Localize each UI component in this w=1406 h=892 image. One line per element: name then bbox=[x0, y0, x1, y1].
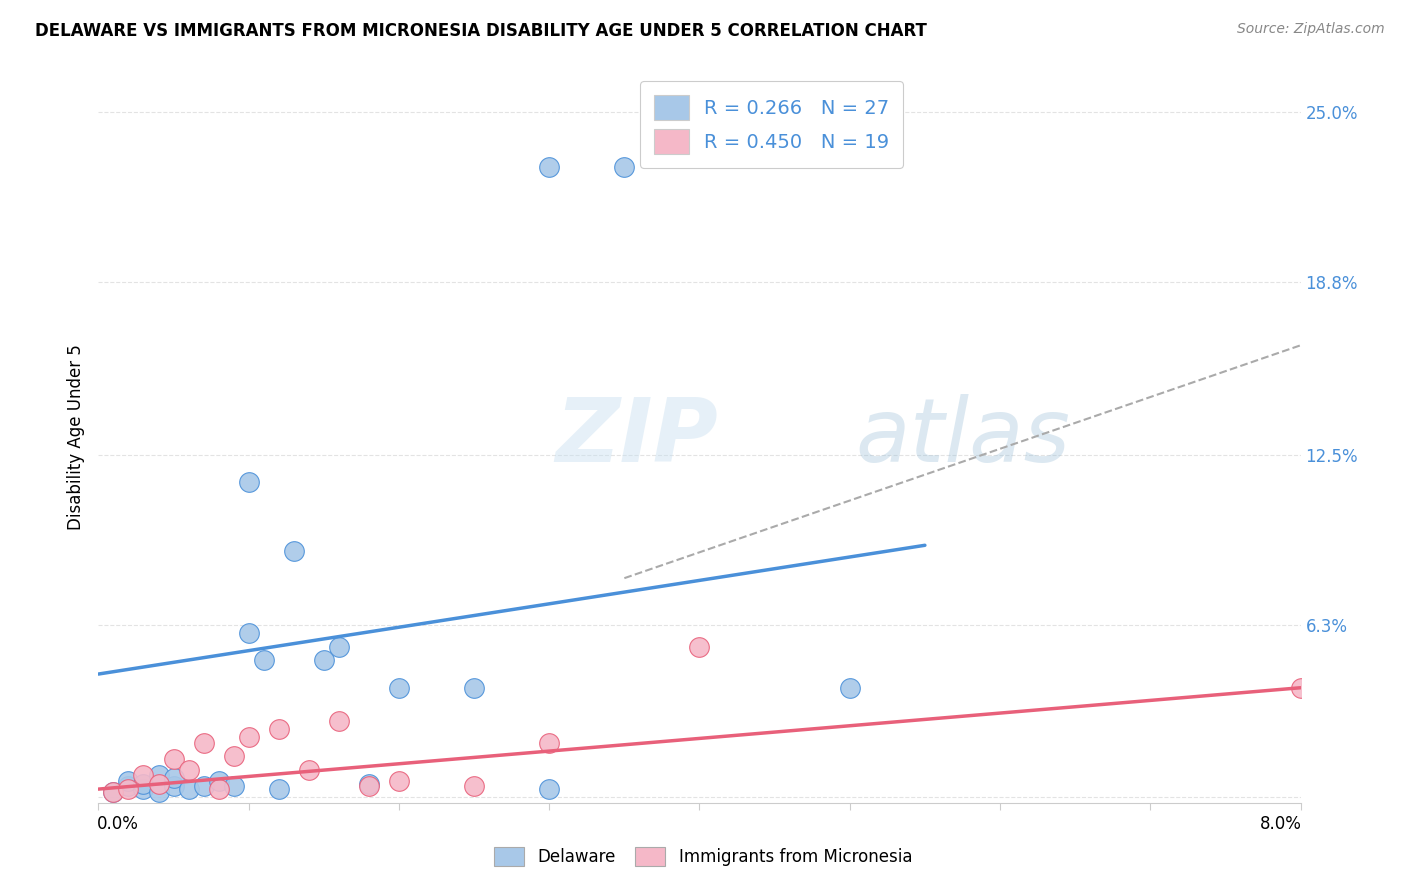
Point bbox=[193, 780, 215, 794]
Point bbox=[162, 752, 184, 766]
Point bbox=[253, 653, 276, 667]
Point bbox=[688, 640, 710, 654]
Point bbox=[463, 780, 485, 794]
Point bbox=[357, 777, 380, 791]
Point bbox=[222, 780, 245, 794]
Text: Source: ZipAtlas.com: Source: ZipAtlas.com bbox=[1237, 22, 1385, 37]
Point bbox=[538, 160, 561, 174]
Point bbox=[463, 681, 485, 695]
Point bbox=[1289, 681, 1312, 695]
Text: 8.0%: 8.0% bbox=[1260, 814, 1302, 832]
Point bbox=[132, 777, 155, 791]
Point bbox=[238, 626, 260, 640]
Point bbox=[267, 722, 290, 736]
Point bbox=[328, 640, 350, 654]
Point bbox=[388, 773, 411, 788]
Point bbox=[162, 780, 184, 794]
Point bbox=[117, 780, 139, 794]
Y-axis label: Disability Age Under 5: Disability Age Under 5 bbox=[66, 344, 84, 530]
Point bbox=[193, 735, 215, 749]
Legend: R = 0.266   N = 27, R = 0.450   N = 19: R = 0.266 N = 27, R = 0.450 N = 19 bbox=[640, 81, 903, 168]
Point bbox=[208, 782, 231, 797]
Point bbox=[132, 782, 155, 797]
Point bbox=[117, 773, 139, 788]
Point bbox=[222, 749, 245, 764]
Point bbox=[103, 785, 125, 799]
Point bbox=[312, 653, 335, 667]
Point bbox=[162, 771, 184, 785]
Point bbox=[148, 777, 170, 791]
Text: DELAWARE VS IMMIGRANTS FROM MICRONESIA DISABILITY AGE UNDER 5 CORRELATION CHART: DELAWARE VS IMMIGRANTS FROM MICRONESIA D… bbox=[35, 22, 927, 40]
Point bbox=[538, 735, 561, 749]
Point bbox=[613, 160, 636, 174]
Legend: Delaware, Immigrants from Micronesia: Delaware, Immigrants from Micronesia bbox=[486, 840, 920, 873]
Point bbox=[283, 543, 305, 558]
Point bbox=[298, 763, 321, 777]
Point bbox=[538, 782, 561, 797]
Point bbox=[267, 782, 290, 797]
Point bbox=[177, 782, 200, 797]
Text: atlas: atlas bbox=[856, 394, 1070, 480]
Point bbox=[388, 681, 411, 695]
Point bbox=[148, 768, 170, 782]
Point bbox=[838, 681, 860, 695]
Text: 0.0%: 0.0% bbox=[97, 814, 139, 832]
Text: ZIP: ZIP bbox=[555, 393, 718, 481]
Point bbox=[208, 773, 231, 788]
Point bbox=[357, 780, 380, 794]
Point bbox=[103, 785, 125, 799]
Point bbox=[117, 782, 139, 797]
Point bbox=[238, 730, 260, 744]
Point bbox=[328, 714, 350, 728]
Point bbox=[177, 763, 200, 777]
Point bbox=[148, 785, 170, 799]
Point bbox=[132, 768, 155, 782]
Point bbox=[238, 475, 260, 490]
